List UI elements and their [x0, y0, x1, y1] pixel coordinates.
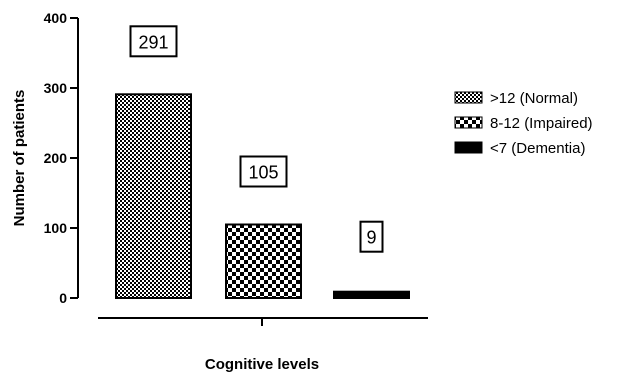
legend-label: <7 (Dementia) [490, 140, 585, 157]
data-label: 105 [248, 163, 278, 183]
y-tick-label: 300 [44, 80, 68, 96]
y-tick-label: 0 [59, 290, 67, 306]
legend: >12 (Normal) 8-12 (Impaired) <7 (Dementia) [454, 90, 593, 157]
data-label-box [239, 155, 288, 188]
legend-label: 8-12 (Impaired) [490, 115, 593, 132]
legend-swatch [454, 91, 483, 104]
y-tick-label: 400 [44, 10, 68, 26]
data-labels-group: 291 105 9 [129, 25, 384, 253]
y-axis-ticks: 0 100 200 300 400 [44, 10, 78, 306]
x-axis-title: Cognitive levels [205, 356, 319, 373]
data-label-box [129, 25, 178, 58]
bar [225, 223, 302, 299]
data-label-box [359, 220, 384, 253]
legend-swatch [454, 141, 483, 154]
data-label: 291 [138, 32, 168, 52]
bar [333, 290, 410, 300]
legend-swatch [454, 116, 483, 129]
legend-label: >12 (Normal) [490, 90, 578, 107]
bar [115, 93, 192, 299]
data-label: 9 [366, 228, 376, 248]
y-axis-title: Number of patients [11, 90, 28, 227]
bars-group [115, 93, 410, 300]
y-tick-label: 200 [44, 150, 68, 166]
y-tick-label: 100 [44, 220, 68, 236]
